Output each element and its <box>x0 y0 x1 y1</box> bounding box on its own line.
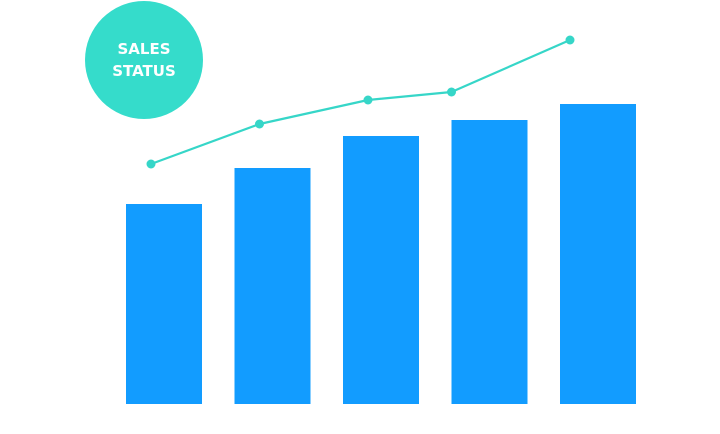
bar-3 <box>343 136 419 404</box>
trend-point-2 <box>255 119 264 129</box>
sales-status-badge: SALES STATUS <box>85 1 203 119</box>
bar-4 <box>451 120 528 404</box>
bar-2 <box>234 168 311 404</box>
bar-5 <box>560 104 636 404</box>
bar-1 <box>126 204 202 404</box>
trend-point-4 <box>447 87 456 97</box>
bar-series <box>126 104 636 404</box>
trend-point-5 <box>565 35 575 45</box>
badge-line-2: STATUS <box>112 62 176 80</box>
trend-point-3 <box>363 95 373 105</box>
badge-line-1: SALES <box>117 40 171 58</box>
trend-point-1 <box>146 159 156 169</box>
trend-points <box>146 35 575 169</box>
